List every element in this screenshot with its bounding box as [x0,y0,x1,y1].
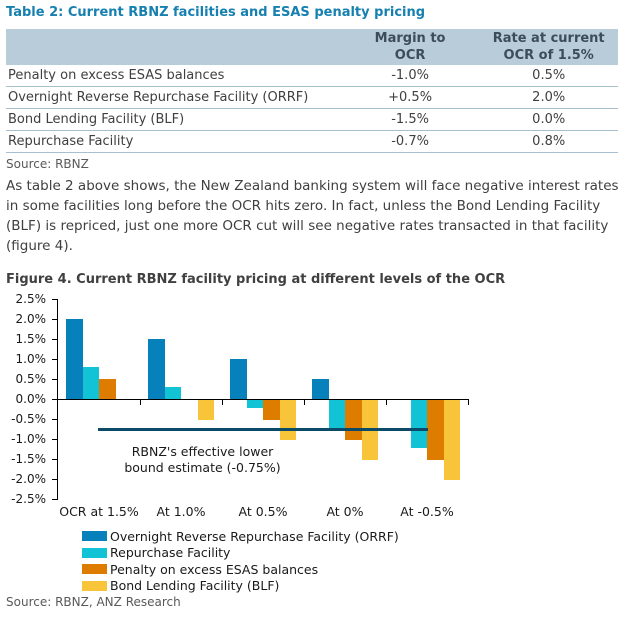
bar [148,339,165,399]
y-axis-tick [52,399,57,400]
table-header-row: Margin to OCR Rate at current OCR of 1.5… [6,29,618,65]
y-axis-label: 1.0% [15,352,47,366]
x-axis-tick [386,400,387,405]
y-axis-label: -1.0% [11,432,46,446]
y-axis-tick [52,379,57,380]
header-cell-facility [6,29,341,65]
y-axis-label: 2.5% [15,292,47,306]
legend-swatch-orrf [82,531,107,542]
row-margin: -1.5% [340,108,480,131]
y-axis-tick [52,419,57,420]
chart-legend: Overnight Reverse Repurchase Facility (O… [82,528,399,594]
table-source: Source: RBNZ [6,157,89,171]
legend-item: Repurchase Facility [82,545,399,562]
legend-label: Penalty on excess ESAS balances [110,561,319,577]
y-axis-tick [52,359,57,360]
y-axis-tick [52,459,57,460]
row-label: Bond Lending Facility (BLF) [6,108,341,131]
legend-item: Bond Lending Facility (BLF) [82,578,399,595]
y-axis-label: -0.5% [11,412,46,426]
figure-source: Source: RBNZ, ANZ Research [6,595,181,609]
legend-swatch-blf [82,580,107,591]
legend-item: Penalty on excess ESAS balances [82,561,399,578]
legend-item: Overnight Reverse Repurchase Facility (O… [82,528,399,545]
annotation-line-1: RBNZ's effective lower [131,444,274,459]
bar [328,400,345,428]
x-axis-label: At 0.5% [238,504,288,519]
bar [263,400,280,420]
y-axis-label: 2.0% [15,312,47,326]
table-row: Overnight Reverse Repurchase Facility (O… [6,86,618,109]
table-row: Repurchase Facility -0.7% 0.8% [6,130,618,153]
facilities-table: Margin to OCR Rate at current OCR of 1.5… [6,29,618,153]
y-axis-tick [52,319,57,320]
y-axis-tick [52,439,57,440]
x-axis-label: At 1.0% [156,504,206,519]
row-label: Penalty on excess ESAS balances [6,65,341,87]
y-axis-tick [52,479,57,480]
bar [345,400,362,440]
legend-label: Overnight Reverse Repurchase Facility (O… [110,528,399,544]
bar [164,387,181,399]
x-axis-tick [468,400,469,405]
y-axis-label: -2.5% [11,492,46,506]
row-rate: 2.0% [479,86,618,109]
table-row: Bond Lending Facility (BLF) -1.5% 0.0% [6,108,618,131]
lower-bound-annotation: RBNZ's effective lower bound estimate (-… [95,444,310,476]
bar [410,400,427,448]
legend-label: Bond Lending Facility (BLF) [110,578,280,594]
x-axis-tick [222,400,223,405]
bar [312,379,329,399]
row-margin: -0.7% [340,130,480,153]
chart: RBNZ's effective lower bound estimate (-… [0,292,625,529]
x-axis-label: At -0.5% [400,504,454,519]
y-axis-tick [52,339,57,340]
bar [279,400,296,440]
legend-swatch-repurchase [82,547,107,558]
row-margin: +0.5% [340,86,480,109]
x-axis-tick [140,400,141,405]
y-axis-label: -2.0% [11,472,46,486]
body-paragraph: As table 2 above shows, the New Zealand … [6,178,619,254]
y-axis-label: 1.5% [15,332,47,346]
bar [230,359,247,399]
y-axis-label: 0.5% [15,372,47,386]
row-label: Repurchase Facility [6,130,341,153]
bar [99,379,116,399]
y-axis-tick [52,499,57,500]
header-cell-rate: Rate at current OCR of 1.5% [479,29,618,65]
table-row: Penalty on excess ESAS balances -1.0% 0.… [6,65,618,87]
row-label: Overnight Reverse Repurchase Facility (O… [6,86,341,109]
row-rate: 0.0% [479,108,618,131]
y-axis-tick [52,299,57,300]
table-title: Table 2: Current RBNZ facilities and ESA… [6,5,426,20]
y-axis-label: -1.5% [11,452,46,466]
row-margin: -1.0% [340,65,480,87]
x-axis-label: At 0% [326,504,364,519]
row-rate: 0.5% [479,65,618,87]
bar [66,319,83,399]
lower-bound-line [98,427,428,431]
bar [82,367,99,399]
x-axis-line [57,399,469,400]
legend-swatch-penalty [82,564,107,575]
x-axis-tick [304,400,305,405]
bar [197,400,214,420]
y-axis-label: 0.0% [15,392,47,406]
x-axis-label: OCR at 1.5% [59,504,139,519]
bar [443,400,460,480]
legend-label: Repurchase Facility [110,545,231,561]
annotation-line-2: bound estimate (-0.75%) [124,460,281,475]
header-cell-margin: Margin to OCR [340,29,480,65]
bar [427,400,444,460]
figure-title: Figure 4. Current RBNZ facility pricing … [6,272,506,287]
bar [246,400,263,408]
row-rate: 0.8% [479,130,618,153]
